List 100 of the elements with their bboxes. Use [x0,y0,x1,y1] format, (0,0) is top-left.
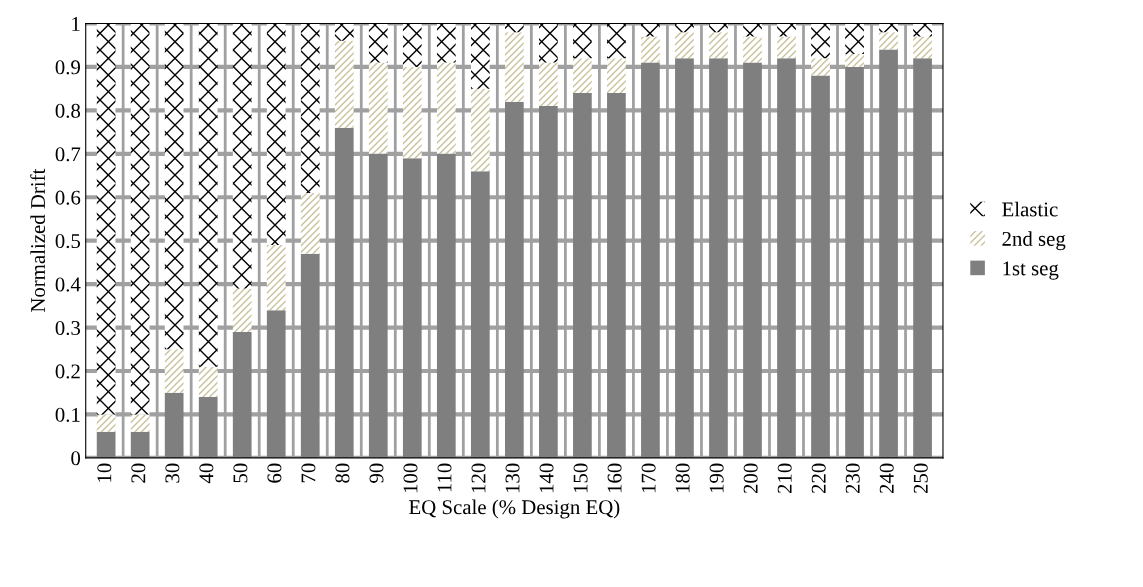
bar [266,23,286,246]
y-tick-label: 0.4 [55,277,81,292]
bar [743,23,762,37]
bar [368,23,388,63]
bar [334,127,354,458]
x-tick-label: 140 [539,463,554,493]
x-tick-label: 170 [641,463,656,493]
bar [232,23,252,289]
bar [879,49,898,458]
legend-label: Elastic [1002,201,1058,217]
bar [300,23,320,193]
bar [641,62,660,458]
bar [164,23,184,350]
bar [470,88,490,172]
bar [436,23,456,63]
x-tick-label: 130 [505,463,520,493]
x-tick-label: 210 [777,463,792,494]
x-tick-label: 120 [471,463,486,493]
bar [505,101,524,458]
bar [334,40,354,128]
bar [777,23,796,37]
x-tick-label: 220 [811,463,826,494]
x-tick-label: 160 [607,463,622,493]
bar [641,23,660,37]
bar [368,153,388,458]
bar [232,331,252,458]
x-tick-label: 110 [437,463,452,492]
bar [539,62,558,107]
bar [334,23,354,41]
bar [573,23,592,59]
bar [300,253,320,458]
bar [573,58,592,93]
bar [607,23,626,59]
bar [845,66,864,458]
bar [300,192,320,254]
x-tick-label: 180 [675,463,690,493]
bar [709,32,728,59]
y-tick-label: 0.3 [55,320,81,336]
bar [811,58,830,76]
x-tick-label: 250 [913,463,928,494]
x-tick-label: 40 [199,463,214,484]
x-tick-label: 150 [573,463,588,493]
bar [130,23,150,415]
bar [198,23,218,367]
y-tick-label: 0.9 [55,60,81,75]
bar [505,23,524,33]
bar [436,62,456,154]
x-tick-label: 80 [335,463,350,483]
bar [675,58,694,458]
bar [96,431,116,458]
bar [879,32,898,50]
bar [130,431,150,458]
bar [743,36,762,63]
x-tick-label: 90 [369,463,384,483]
y-tick-label: 0.8 [55,103,81,118]
bar [777,36,796,59]
y-axis-title: Normalized Drift [30,168,46,313]
x-tick-label: 60 [267,463,282,483]
x-tick-label: 230 [845,463,860,494]
bar [436,153,456,458]
bar [709,58,728,458]
bar [96,414,116,432]
y-tick-label: 1 [72,16,80,31]
x-tick-label: 30 [165,463,180,483]
bar [470,171,490,458]
bar [913,58,932,458]
bar [232,288,252,332]
y-tick-label: 0.7 [55,147,81,162]
y-tick-label: 0.5 [55,234,81,249]
bar [368,62,388,154]
x-tick-label: 20 [131,463,146,483]
bar [266,245,286,311]
bar [777,58,796,458]
x-tick-label: 100 [403,463,418,493]
x-tick-label: 50 [233,463,248,483]
bar [845,53,864,67]
x-tick-label: 70 [301,463,316,483]
x-tick-label: 240 [879,463,894,494]
bar [266,310,286,458]
bar [913,36,932,59]
bar [913,23,932,37]
bar [607,58,626,93]
bar [743,62,762,458]
bar [845,23,864,54]
y-tick-label: 0.1 [55,407,80,422]
bar [470,23,490,89]
x-tick-label: 200 [743,463,758,494]
bar [811,75,830,458]
y-tick-label: 0 [71,451,81,466]
y-tick-label: 0.2 [55,364,80,379]
bar [573,92,592,458]
x-axis-title: EQ Scale (% Design EQ) [409,499,620,519]
bar [402,66,422,159]
bar [402,23,422,67]
bar [198,366,218,398]
y-tick-label: 0.6 [55,190,81,205]
bar [164,392,184,458]
bar [402,158,422,458]
bar [164,349,184,393]
bar [96,23,116,415]
